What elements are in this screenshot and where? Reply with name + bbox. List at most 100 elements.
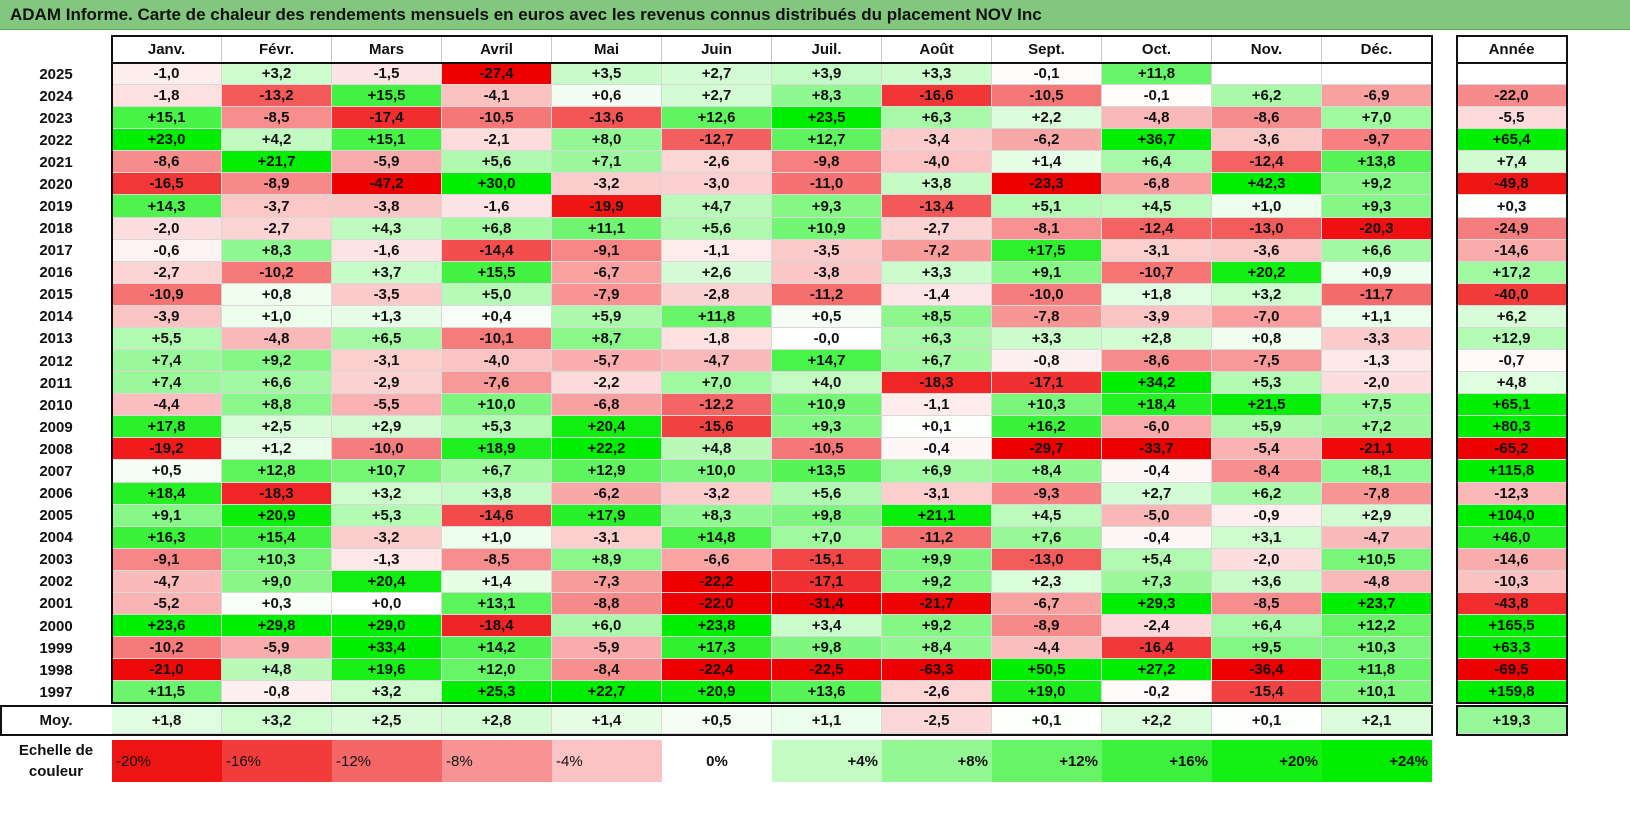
heatmap-cell: +9,2 [882, 570, 992, 593]
heatmap-cell: -6,9 [1322, 85, 1432, 108]
heatmap-cell: +5,5 [112, 327, 222, 351]
heatmap-cell: +22,2 [552, 438, 662, 461]
average-cell: +3,2 [222, 707, 332, 735]
heatmap-cell: -10,5 [442, 107, 552, 130]
annual-cell: -0,7 [1457, 350, 1567, 373]
color-scale-swatch: -16% [222, 740, 332, 783]
heatmap-cell: -3,0 [662, 173, 772, 196]
heatmap-cell: +9,9 [882, 548, 992, 571]
row-year-label: 2006 [39, 485, 73, 503]
header-divider [112, 62, 1432, 64]
heatmap-cell: +0,0 [332, 592, 442, 615]
row-year-label: 2012 [39, 352, 73, 370]
row-year-label: 2018 [39, 220, 73, 238]
heatmap-cell: -4,0 [442, 350, 552, 373]
heatmap-cell: +4,8 [222, 659, 332, 682]
heatmap-cell: -7,0 [1212, 305, 1322, 328]
heatmap-cell: +4,7 [662, 195, 772, 218]
heatmap-cell: +33,4 [332, 637, 442, 660]
heatmap-cell: +2,7 [1102, 482, 1212, 505]
heatmap-cell: +3,2 [222, 63, 332, 86]
heatmap-cell: -1,3 [332, 548, 442, 571]
heatmap-cell: -8,4 [552, 659, 662, 682]
heatmap-cell: +21,1 [882, 504, 992, 527]
heatmap-cell: -31,4 [772, 592, 882, 615]
heatmap-cell: -3,4 [882, 129, 992, 152]
heatmap-cell: -12,4 [1102, 217, 1212, 240]
heatmap-cell: -2,7 [882, 217, 992, 240]
average-cell: +0,1 [992, 707, 1102, 735]
heatmap-cell: +6,4 [1102, 151, 1212, 174]
heatmap-cell: +4,3 [332, 217, 442, 240]
heatmap-cell: +8,3 [662, 504, 772, 527]
heatmap-cell: +7,5 [1322, 394, 1432, 417]
heatmap-cell: +42,3 [1212, 173, 1322, 196]
heatmap-cell: -3,2 [662, 482, 772, 505]
heatmap-cell: -3,1 [332, 350, 442, 373]
row-year-label: 1998 [39, 661, 73, 679]
heatmap-cell: +1,1 [1322, 305, 1432, 328]
heatmap-cell: -6,7 [552, 261, 662, 284]
annual-cell: +12,9 [1457, 327, 1567, 351]
heatmap-cell: +3,6 [1212, 570, 1322, 593]
heatmap-cell: +0,4 [442, 305, 552, 328]
row-year-label: 2005 [39, 507, 73, 525]
heatmap-cell: +17,5 [992, 239, 1102, 262]
heatmap-cell: -0,1 [992, 63, 1102, 86]
heatmap-cell: -2,8 [662, 283, 772, 306]
heatmap-cell: -6,2 [992, 129, 1102, 152]
heatmap-cell: +2,6 [662, 261, 772, 284]
heatmap-cell: -10,9 [112, 283, 222, 306]
heatmap-cell: +18,9 [442, 438, 552, 461]
heatmap-cell: +17,8 [112, 416, 222, 439]
annual-cell: -22,0 [1457, 85, 1567, 108]
heatmap-cell: -13,4 [882, 195, 992, 218]
row-year-label: 2019 [39, 198, 73, 215]
annual-cell: +46,0 [1457, 526, 1567, 549]
heatmap-cell: -3,5 [332, 283, 442, 306]
heatmap-cell: -1,3 [1322, 350, 1432, 373]
color-scale-swatch: -8% [442, 740, 552, 783]
heatmap-cell: +5,6 [442, 151, 552, 174]
row-year-label: 2001 [39, 595, 73, 613]
average-cell: +1,1 [772, 707, 882, 735]
chart-title: ADAM Informe. Carte de chaleur des rende… [10, 5, 1042, 24]
heatmap-cell: -6,2 [552, 482, 662, 505]
heatmap-cell: +16,3 [112, 526, 222, 549]
heatmap-cell: -3,1 [552, 526, 662, 549]
heatmap-cell: +7,0 [1322, 107, 1432, 130]
heatmap-cell: +18,4 [112, 482, 222, 505]
heatmap-cell: +9,8 [772, 637, 882, 660]
heatmap-cell: -6,0 [1102, 416, 1212, 439]
heatmap-cell: -4,8 [1322, 570, 1432, 593]
heatmap-cell: +5,6 [772, 482, 882, 505]
heatmap-cell: -5,9 [222, 637, 332, 660]
heatmap-cell: +3,5 [552, 63, 662, 86]
heatmap-cell: +2,2 [992, 107, 1102, 130]
heatmap-cell: -7,8 [1322, 482, 1432, 505]
heatmap-cell: -2,9 [332, 372, 442, 395]
heatmap-cell: -4,4 [112, 394, 222, 417]
heatmap-cell: -4,0 [882, 151, 992, 174]
column-header: Juin [662, 36, 772, 63]
heatmap-cell: +6,9 [882, 460, 992, 483]
row-year-label: 2009 [39, 418, 73, 436]
color-scale-swatch: -4% [552, 740, 662, 783]
row-year-label: 2025 [39, 65, 73, 83]
heatmap-cell: -8,9 [992, 615, 1102, 638]
heatmap-cell: -4,7 [112, 570, 222, 593]
color-scale-swatch: +12% [992, 740, 1102, 783]
heatmap-cell: +8,0 [552, 129, 662, 152]
heatmap-cell: -13,6 [552, 107, 662, 130]
heatmap-cell: +7,0 [662, 372, 772, 395]
heatmap-cell: -5,0 [1102, 504, 1212, 527]
heatmap-cell: -63,3 [882, 659, 992, 682]
row-year-label: 1997 [39, 683, 73, 701]
color-scale-swatch: +8% [882, 740, 992, 783]
heatmap-cell: +8,1 [1322, 460, 1432, 483]
heatmap-cell: -8,9 [222, 173, 332, 196]
heatmap-cell: +15,1 [332, 129, 442, 152]
heatmap-cell: +20,2 [1212, 261, 1322, 284]
heatmap-cell: +3,8 [882, 173, 992, 196]
heatmap-cell: -29,7 [992, 438, 1102, 461]
